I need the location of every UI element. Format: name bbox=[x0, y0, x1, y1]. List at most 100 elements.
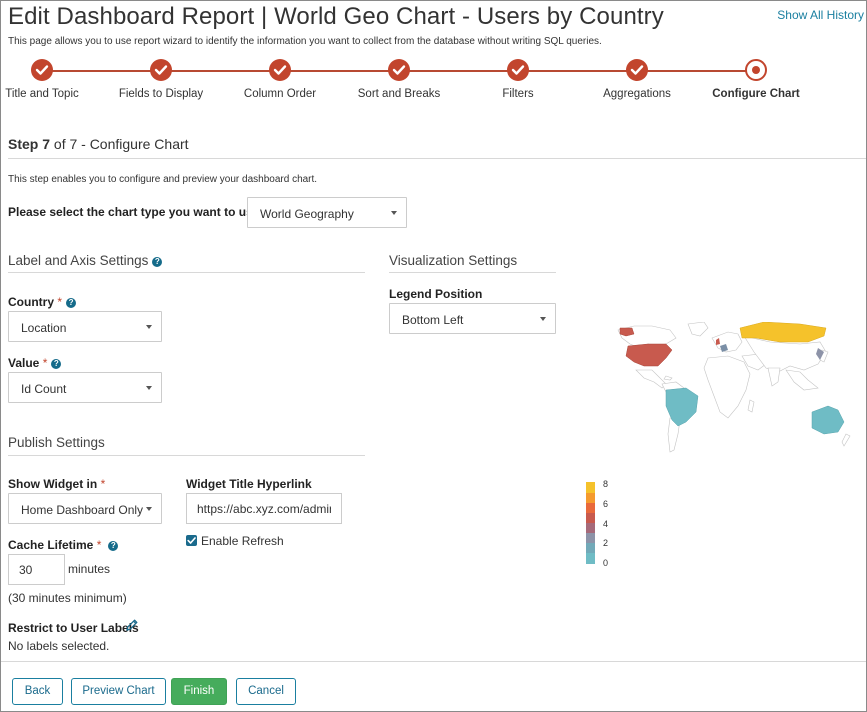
step-aggregations[interactable]: Aggregations bbox=[567, 58, 707, 100]
step-sort-and-breaks[interactable]: Sort and Breaks bbox=[329, 58, 469, 100]
country-label: Country *? bbox=[8, 295, 77, 309]
world-map bbox=[617, 321, 851, 453]
caret-down-icon bbox=[391, 211, 397, 215]
help-icon[interactable]: ? bbox=[108, 541, 119, 551]
map-asia bbox=[743, 335, 827, 373]
legend-swatch-4 bbox=[586, 523, 595, 533]
finish-button[interactable]: Finish bbox=[171, 678, 227, 705]
hyperlink-label: Widget Title Hyperlink bbox=[186, 477, 312, 491]
map-east-asia-marker bbox=[816, 348, 824, 360]
legend-tick: 8 bbox=[603, 479, 608, 489]
required-marker: * bbox=[100, 477, 106, 491]
legend-swatch-1 bbox=[586, 553, 595, 564]
step-column-order[interactable]: Column Order bbox=[210, 58, 350, 100]
show-widget-label-text: Show Widget in bbox=[8, 477, 98, 491]
legend-position-value: Bottom Left bbox=[402, 313, 464, 327]
publish-section-title: Publish Settings bbox=[8, 435, 105, 450]
map-alaska bbox=[619, 327, 635, 337]
value-select[interactable]: Id Count bbox=[8, 372, 162, 403]
check-icon bbox=[269, 59, 291, 81]
chart-type-value: World Geography bbox=[260, 207, 354, 221]
caret-down-icon bbox=[540, 317, 546, 321]
step-title-and-topic[interactable]: Title and Topic bbox=[0, 58, 112, 100]
caret-down-icon bbox=[146, 386, 152, 390]
step-header: Step 7 of 7 - Configure Chart bbox=[8, 136, 189, 152]
cancel-button[interactable]: Cancel bbox=[236, 678, 296, 705]
step-number: Step 7 bbox=[8, 136, 51, 152]
map-mexico-central-america bbox=[635, 369, 667, 389]
map-france bbox=[720, 344, 728, 352]
legend-position-label: Legend Position bbox=[389, 287, 483, 301]
required-marker: * bbox=[42, 356, 48, 370]
cache-lifetime-input[interactable] bbox=[8, 554, 65, 585]
visualization-section-title: Visualization Settings bbox=[389, 253, 518, 268]
required-marker: * bbox=[57, 295, 63, 309]
legend-swatch-8 bbox=[586, 482, 595, 493]
label-axis-title: Label and Axis Settings bbox=[8, 253, 149, 268]
legend-swatch-7 bbox=[586, 493, 595, 503]
map-europe bbox=[711, 331, 743, 353]
divider bbox=[8, 455, 365, 456]
hyperlink-input[interactable] bbox=[186, 493, 342, 524]
current-step-icon bbox=[745, 59, 767, 81]
help-icon[interactable]: ? bbox=[51, 359, 62, 369]
show-widget-value: Home Dashboard Only bbox=[21, 503, 144, 517]
step-label: Aggregations bbox=[603, 88, 671, 100]
check-icon bbox=[507, 59, 529, 81]
map-africa bbox=[703, 355, 751, 419]
chart-type-select[interactable]: World Geography bbox=[247, 197, 407, 228]
value-value: Id Count bbox=[21, 382, 67, 396]
step-configure-chart[interactable]: Configure Chart bbox=[686, 58, 826, 100]
legend-position-select[interactable]: Bottom Left bbox=[389, 303, 556, 334]
check-icon bbox=[626, 59, 648, 81]
restrict-labels-value: No labels selected. bbox=[8, 639, 110, 653]
map-greenland bbox=[687, 321, 709, 337]
pencil-icon[interactable] bbox=[125, 618, 139, 632]
required-marker: * bbox=[96, 538, 102, 552]
legend-swatch-2 bbox=[586, 543, 595, 553]
map-brazil bbox=[665, 387, 699, 427]
step-label: Configure Chart bbox=[712, 88, 800, 100]
step-label: Fields to Display bbox=[118, 88, 204, 100]
map-madagascar bbox=[747, 399, 755, 413]
show-all-history-link[interactable]: Show All History bbox=[777, 8, 864, 22]
map-uk bbox=[716, 338, 720, 345]
step-filters[interactable]: Filters bbox=[448, 58, 588, 100]
legend-swatch-6 bbox=[586, 503, 595, 513]
cache-lifetime-label: Cache Lifetime *? bbox=[8, 538, 119, 552]
cache-note: (30 minutes minimum) bbox=[8, 591, 127, 605]
footer-divider bbox=[1, 661, 866, 662]
enable-refresh-label[interactable]: Enable Refresh bbox=[201, 534, 284, 548]
help-icon[interactable]: ? bbox=[66, 298, 77, 308]
check-icon bbox=[150, 59, 172, 81]
caret-down-icon bbox=[146, 507, 152, 511]
step-label: Filters bbox=[502, 88, 534, 100]
show-widget-select[interactable]: Home Dashboard Only bbox=[8, 493, 162, 524]
restrict-labels-label: Restrict to User Labels bbox=[8, 621, 139, 635]
step-fields-to-display[interactable]: Fields to Display bbox=[91, 58, 231, 100]
value-label: Value *? bbox=[8, 356, 62, 370]
country-label-text: Country bbox=[8, 295, 54, 309]
value-label-text: Value bbox=[8, 356, 40, 370]
country-select[interactable]: Location bbox=[8, 311, 162, 342]
check-icon bbox=[31, 59, 53, 81]
back-button[interactable]: Back bbox=[12, 678, 63, 705]
show-widget-label: Show Widget in * bbox=[8, 477, 105, 491]
step-of: of 7 - Configure Chart bbox=[53, 136, 189, 152]
legend-tick: 6 bbox=[603, 499, 608, 509]
enable-refresh-checkbox[interactable] bbox=[186, 535, 197, 546]
map-usa bbox=[625, 343, 673, 367]
step-label: Column Order bbox=[243, 88, 317, 100]
map-southeast-asia bbox=[785, 369, 819, 391]
map-caribbean bbox=[663, 375, 673, 381]
check-icon bbox=[388, 59, 410, 81]
legend-gradient: 8 6 4 2 0 bbox=[586, 479, 608, 568]
help-icon[interactable]: ? bbox=[152, 257, 163, 267]
cache-label-text: Cache Lifetime bbox=[8, 538, 94, 552]
legend-swatch-5 bbox=[586, 513, 595, 523]
divider bbox=[8, 158, 866, 159]
map-india bbox=[767, 367, 781, 387]
legend-tick: 0 bbox=[603, 558, 608, 568]
preview-chart-button[interactable]: Preview Chart bbox=[71, 678, 166, 705]
wizard-stepper: Title and Topic Fields to Display Column… bbox=[0, 58, 867, 108]
